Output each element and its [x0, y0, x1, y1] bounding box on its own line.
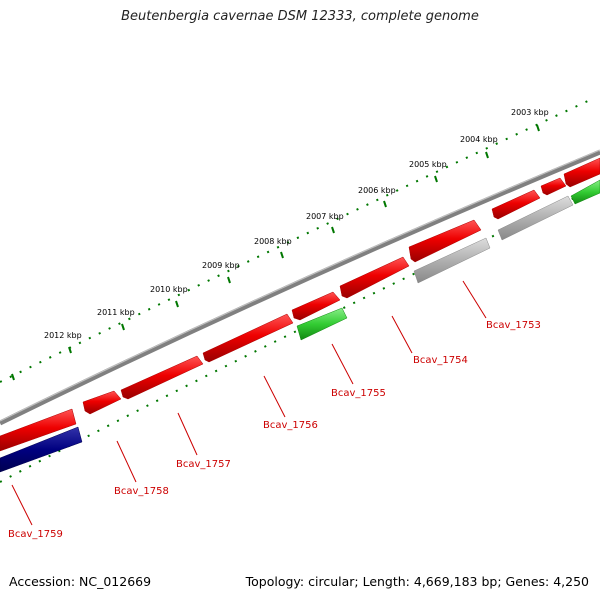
major-ticks: [11, 124, 540, 381]
gene-arrow-red[interactable]: [82, 390, 122, 415]
gene-label-bcav-1754[interactable]: Bcav_1754: [413, 355, 468, 366]
gene-label-bcav-1759[interactable]: Bcav_1759: [8, 529, 63, 540]
scale-label-2007: 2007 kbp: [306, 212, 344, 221]
gene-arrow-gray[interactable]: [413, 237, 491, 284]
accession-text: Accession: NC_012669: [9, 574, 152, 589]
reverse-genes: [0, 179, 600, 473]
scale-label-2008: 2008 kbp: [254, 237, 292, 246]
scale-ticks-outer: [0, 99, 591, 383]
genome-title: Beutenbergia cavernae DSM 12333, complet…: [121, 9, 479, 24]
gene-arrow-red[interactable]: [563, 157, 600, 188]
scale-label-2003: 2003 kbp: [511, 108, 549, 117]
scale-label-2004: 2004 kbp: [460, 135, 498, 144]
gene-arrow-green[interactable]: [570, 179, 600, 205]
scale-label-2011: 2011 kbp: [97, 308, 135, 317]
gene-arrow-red[interactable]: [540, 177, 567, 196]
gene-label-bcav-1758[interactable]: Bcav_1758: [114, 486, 169, 497]
gene-arrow-red[interactable]: [202, 313, 294, 363]
gene-arrow-red[interactable]: [339, 256, 410, 299]
scale-label-2009: 2009 kbp: [202, 261, 240, 270]
scale-label-2010: 2010 kbp: [150, 285, 188, 294]
gene-arrow-red[interactable]: [491, 189, 541, 220]
gene-callout-lines: [11, 280, 487, 526]
gene-arrow-green[interactable]: [296, 307, 348, 341]
gene-arrow-gray[interactable]: [497, 195, 574, 241]
gene-label-bcav-1755[interactable]: Bcav_1755: [331, 388, 386, 399]
genome-backbone: [0, 149, 600, 426]
gene-arrow-red[interactable]: [291, 291, 341, 321]
scale-label-2006: 2006 kbp: [358, 186, 396, 195]
scale-label-2005: 2005 kbp: [409, 160, 447, 169]
gene-label-bcav-1756[interactable]: Bcav_1756: [263, 420, 318, 431]
scale-label-2012: 2012 kbp: [44, 331, 82, 340]
genome-backbone-highlight: [0, 149, 600, 422]
genome-summary-text: Topology: circular; Length: 4,669,183 bp…: [245, 574, 589, 589]
forward-genes: [0, 157, 600, 452]
gene-arrow-red[interactable]: [120, 355, 204, 400]
gene-arrow-red[interactable]: [0, 408, 77, 452]
gene-arrow-red[interactable]: [408, 219, 482, 263]
gene-label-bcav-1753[interactable]: Bcav_1753: [486, 320, 541, 331]
gene-arrow-navy[interactable]: [0, 426, 83, 473]
gene-label-bcav-1757[interactable]: Bcav_1757: [176, 459, 231, 470]
